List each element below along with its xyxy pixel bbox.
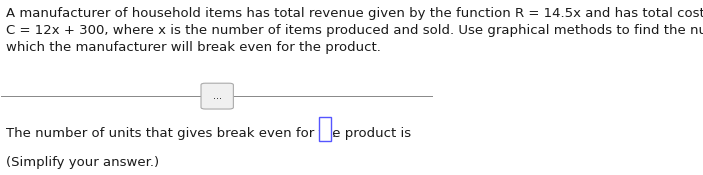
Text: A manufacturer of household items has total revenue given by the function R = 14: A manufacturer of household items has to… xyxy=(6,6,703,54)
Text: ...: ... xyxy=(213,91,221,101)
Text: The number of units that gives break even for the product is: The number of units that gives break eve… xyxy=(6,127,411,140)
Text: (Simplify your answer.): (Simplify your answer.) xyxy=(6,156,159,169)
FancyBboxPatch shape xyxy=(318,117,330,141)
Text: .: . xyxy=(332,127,336,140)
FancyBboxPatch shape xyxy=(201,83,233,109)
